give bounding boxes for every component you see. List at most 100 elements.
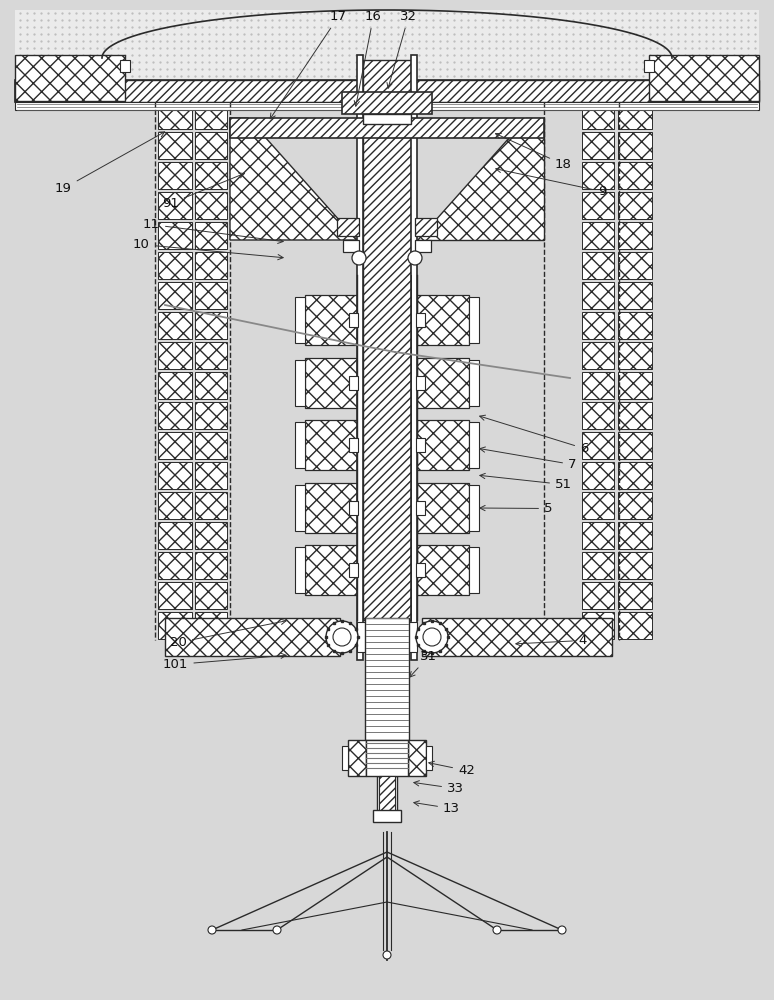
Text: 11: 11	[143, 218, 283, 243]
Bar	[195, 402, 227, 429]
Bar	[158, 582, 192, 609]
Bar	[15, 102, 759, 110]
Bar	[349, 313, 358, 327]
Bar	[158, 162, 192, 189]
Bar	[363, 60, 411, 620]
Bar	[158, 492, 192, 519]
Bar	[120, 60, 130, 72]
Bar	[618, 582, 652, 609]
Bar	[618, 132, 652, 159]
Circle shape	[326, 621, 358, 653]
Text: 4: 4	[515, 634, 587, 647]
Bar	[295, 360, 305, 406]
Bar	[195, 192, 227, 219]
Polygon shape	[230, 118, 357, 240]
Bar	[295, 297, 305, 343]
Bar	[618, 192, 652, 219]
Bar	[469, 485, 479, 531]
Text: 13: 13	[414, 801, 460, 815]
Bar	[195, 132, 227, 159]
Bar	[357, 55, 363, 660]
Bar	[158, 252, 192, 279]
Bar	[305, 545, 357, 595]
Bar	[373, 810, 401, 822]
Bar	[618, 612, 652, 639]
Bar	[158, 462, 192, 489]
Bar	[295, 485, 305, 531]
Bar	[158, 192, 192, 219]
Bar	[582, 432, 614, 459]
Bar	[618, 282, 652, 309]
Bar	[158, 372, 192, 399]
Bar	[582, 402, 614, 429]
Bar	[158, 282, 192, 309]
Bar	[195, 612, 227, 639]
Circle shape	[558, 926, 566, 934]
Bar	[337, 218, 359, 236]
Bar	[195, 462, 227, 489]
Bar	[618, 372, 652, 399]
Bar	[469, 547, 479, 593]
Text: 7: 7	[480, 447, 577, 471]
Bar	[195, 252, 227, 279]
Bar	[416, 376, 425, 390]
Bar	[411, 55, 417, 660]
Circle shape	[273, 926, 281, 934]
Bar	[195, 342, 227, 369]
Bar	[582, 312, 614, 339]
Bar	[618, 102, 652, 129]
Bar	[195, 582, 227, 609]
Bar	[342, 746, 348, 770]
Bar	[582, 552, 614, 579]
Bar	[422, 618, 612, 656]
Bar	[165, 618, 340, 656]
Bar	[415, 240, 431, 252]
Bar	[582, 162, 614, 189]
Bar	[15, 80, 759, 102]
Bar	[469, 422, 479, 468]
Text: 33: 33	[414, 781, 464, 795]
Bar	[618, 462, 652, 489]
Bar	[582, 582, 614, 609]
Circle shape	[383, 951, 391, 959]
Circle shape	[423, 628, 441, 646]
Bar	[195, 162, 227, 189]
Bar	[582, 492, 614, 519]
Bar	[348, 740, 366, 776]
Bar	[357, 622, 417, 652]
Bar	[416, 313, 425, 327]
Bar	[618, 312, 652, 339]
Text: 51: 51	[480, 473, 572, 491]
Bar	[618, 432, 652, 459]
Bar	[426, 746, 432, 770]
Text: 19: 19	[55, 132, 165, 195]
Bar	[582, 372, 614, 399]
Bar	[416, 563, 425, 577]
Bar	[158, 222, 192, 249]
Circle shape	[416, 621, 448, 653]
Bar	[582, 102, 614, 129]
Bar	[158, 522, 192, 549]
Text: 31: 31	[409, 650, 437, 677]
Bar	[417, 358, 469, 408]
Bar	[582, 192, 614, 219]
Bar	[15, 10, 759, 85]
Bar	[195, 552, 227, 579]
Bar	[158, 402, 192, 429]
Bar	[305, 358, 357, 408]
Text: 16: 16	[354, 10, 382, 106]
Bar	[618, 402, 652, 429]
Text: 10: 10	[133, 238, 283, 260]
Bar	[158, 102, 192, 129]
Bar	[408, 740, 426, 776]
Bar	[305, 420, 357, 470]
Bar	[295, 422, 305, 468]
Bar	[158, 342, 192, 369]
Text: 18: 18	[495, 133, 572, 171]
Bar	[195, 312, 227, 339]
Bar	[582, 342, 614, 369]
Bar	[230, 118, 544, 138]
Bar	[416, 501, 425, 515]
Bar	[295, 547, 305, 593]
Bar	[469, 360, 479, 406]
